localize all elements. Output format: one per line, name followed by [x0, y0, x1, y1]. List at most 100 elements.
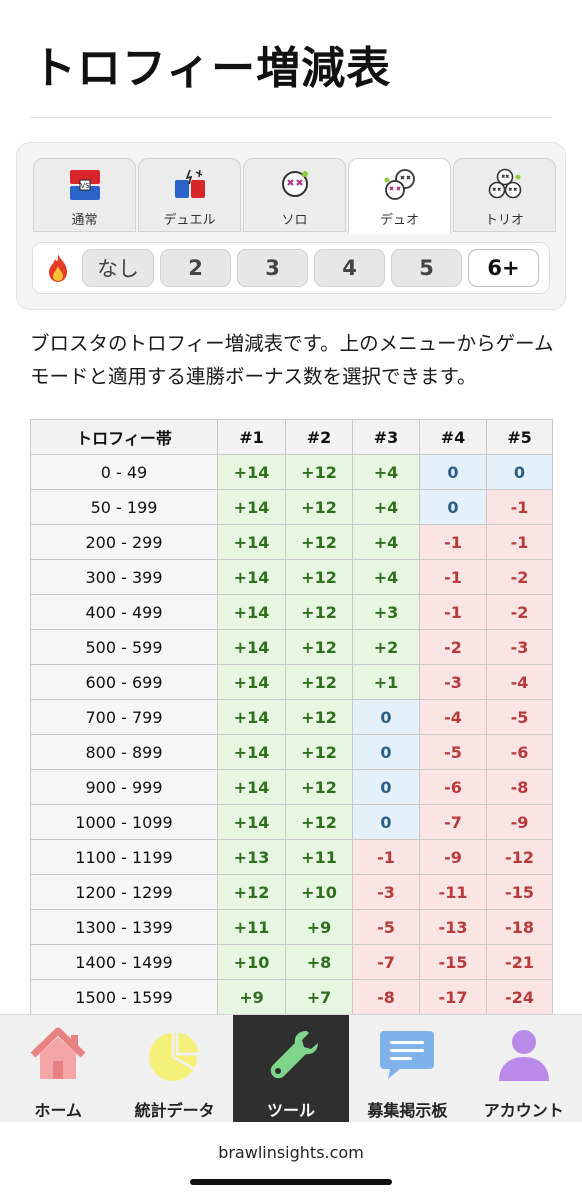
trophy-change-cell: -4 — [486, 664, 553, 700]
nav-board[interactable]: 募集掲示板 — [349, 1015, 465, 1123]
header-rank-1: #1 — [217, 419, 286, 455]
nav-stats[interactable]: 統計データ — [116, 1015, 232, 1123]
home-icon — [30, 1027, 86, 1079]
header-rank-3: #3 — [352, 419, 420, 455]
table-row: 1000 - 1099 +14 +12 0 -7 -9 — [30, 804, 553, 840]
trophy-change-cell: -13 — [419, 909, 487, 945]
nav-tools[interactable]: ツール — [232, 1015, 350, 1123]
trophy-change-cell: +14 — [217, 594, 286, 630]
mode-selector-panel: VS 通常 デュエル ソロ — [16, 142, 566, 310]
tab-solo[interactable]: ソロ — [243, 158, 346, 232]
table-row: 1500 - 1599 +9 +7 -8 -17 -24 — [30, 979, 553, 1015]
table-row: 200 - 299 +14 +12 +4 -1 -1 — [30, 524, 553, 560]
table-row: 1100 - 1199 +13 +11 -1 -9 -12 — [30, 839, 553, 875]
table-row: 0 - 49 +14 +12 +4 0 0 — [30, 454, 553, 490]
chat-bubble-icon — [380, 1031, 435, 1079]
nav-account[interactable]: アカウント — [466, 1015, 582, 1123]
trophy-change-cell: +14 — [217, 454, 286, 490]
trophy-range-cell: 1100 - 1199 — [30, 839, 218, 875]
tab-label: 通常 — [71, 213, 98, 228]
tab-label: ソロ — [281, 213, 308, 228]
page-description: ブロスタのトロフィー増減表です。上のメニューからゲームモードと適用する連勝ボーナ… — [30, 332, 554, 388]
trophy-change-cell: +9 — [217, 979, 286, 1015]
browser-address-bar: brawlinsights.com — [0, 1122, 582, 1199]
trophy-range-cell: 300 - 399 — [30, 559, 218, 595]
trophy-change-cell: +10 — [285, 874, 353, 910]
trophy-change-cell: +12 — [285, 804, 353, 840]
wrench-icon — [270, 1031, 318, 1079]
trophy-change-cell: +14 — [217, 804, 286, 840]
table-row: 900 - 999 +14 +12 0 -6 -8 — [30, 769, 553, 805]
trophy-change-cell: -15 — [419, 944, 487, 980]
trophy-change-cell: -5 — [486, 699, 553, 735]
trophy-range-cell: 1500 - 1599 — [30, 979, 218, 1015]
trophy-change-cell: 0 — [352, 769, 420, 805]
nav-home[interactable]: ホーム — [0, 1015, 116, 1123]
trophy-change-cell: -6 — [419, 769, 487, 805]
streak-option-4[interactable]: 4 — [314, 249, 385, 287]
trio-skull-icon — [488, 168, 521, 199]
trophy-change-cell: +14 — [217, 734, 286, 770]
trophy-change-cell: -8 — [352, 979, 420, 1015]
trophy-change-cell: -2 — [419, 629, 487, 665]
trophy-change-cell: +12 — [285, 594, 353, 630]
nav-label: ツール — [266, 1101, 315, 1120]
home-indicator[interactable] — [190, 1179, 392, 1185]
trophy-range-cell: 1000 - 1099 — [30, 804, 218, 840]
streak-option-3[interactable]: 3 — [237, 249, 308, 287]
nav-label: 統計データ — [134, 1101, 215, 1120]
table-row: 600 - 699 +14 +12 +1 -3 -4 — [30, 664, 553, 700]
duel-icon — [174, 169, 205, 198]
tab-duo[interactable]: デュオ — [348, 158, 451, 234]
trophy-change-cell: +10 — [217, 944, 286, 980]
nav-label: 募集掲示板 — [367, 1101, 448, 1120]
trophy-change-cell: +3 — [352, 594, 420, 630]
streak-option-5[interactable]: 5 — [391, 249, 462, 287]
streak-option-none[interactable]: なし — [82, 249, 154, 287]
url-text[interactable]: brawlinsights.com — [218, 1143, 364, 1162]
trophy-change-cell: -1 — [352, 839, 420, 875]
table-row: 400 - 499 +14 +12 +3 -1 -2 — [30, 594, 553, 630]
tab-label: トリオ — [484, 213, 524, 228]
streak-option-6-plus[interactable]: 6+ — [468, 249, 539, 287]
trophy-range-cell: 200 - 299 — [30, 524, 218, 560]
trophy-change-cell: -1 — [486, 489, 553, 525]
tab-duel[interactable]: デュエル — [138, 158, 241, 232]
trophy-range-cell: 0 - 49 — [30, 454, 218, 490]
header-rank-2: #2 — [285, 419, 353, 455]
tab-normal[interactable]: VS 通常 — [33, 158, 136, 232]
trophy-change-cell: +8 — [285, 944, 353, 980]
trophy-change-cell: -7 — [419, 804, 487, 840]
page-title: トロフィー増減表 — [32, 43, 392, 94]
trophy-change-cell: +12 — [285, 664, 353, 700]
trophy-change-cell: +14 — [217, 629, 286, 665]
trophy-change-cell: -12 — [486, 839, 553, 875]
bottom-nav: ホーム 統計データ ツール 募集掲示板 アカウント — [0, 1014, 582, 1123]
trophy-change-cell: +12 — [285, 629, 353, 665]
tab-trio[interactable]: トリオ — [453, 158, 556, 232]
header-rank-5: #5 — [486, 419, 553, 455]
trophy-change-cell: 0 — [352, 699, 420, 735]
table-row: 300 - 399 +14 +12 +4 -1 -2 — [30, 559, 553, 595]
trophy-change-cell: -3 — [419, 664, 487, 700]
trophy-change-cell: -1 — [486, 524, 553, 560]
trophy-change-cell: +7 — [285, 979, 353, 1015]
trophy-change-cell: +4 — [352, 524, 420, 560]
trophy-change-cell: -9 — [486, 804, 553, 840]
nav-label: アカウント — [483, 1101, 564, 1120]
table-row: 1400 - 1499 +10 +8 -7 -15 -21 — [30, 944, 553, 980]
trophy-change-cell: -11 — [419, 874, 487, 910]
table-row: 500 - 599 +14 +12 +2 -2 -3 — [30, 629, 553, 665]
trophy-table: トロフィー帯 #1 #2 #3 #4 #5 0 - 49 +14 +12 +4 0 0 50 - 19… — [30, 419, 553, 1015]
trophy-change-cell: +4 — [352, 489, 420, 525]
trophy-change-cell: 0 — [419, 489, 487, 525]
trophy-change-cell: +14 — [217, 559, 286, 595]
svg-text:VS: VS — [80, 182, 90, 190]
trophy-range-cell: 500 - 599 — [30, 629, 218, 665]
nav-label: ホーム — [34, 1101, 82, 1120]
table-row: 50 - 199 +14 +12 +4 0 -1 — [30, 489, 553, 525]
trophy-range-cell: 600 - 699 — [30, 664, 218, 700]
trophy-change-cell: +12 — [285, 524, 353, 560]
streak-option-2[interactable]: 2 — [160, 249, 231, 287]
trophy-change-cell: -6 — [486, 734, 553, 770]
